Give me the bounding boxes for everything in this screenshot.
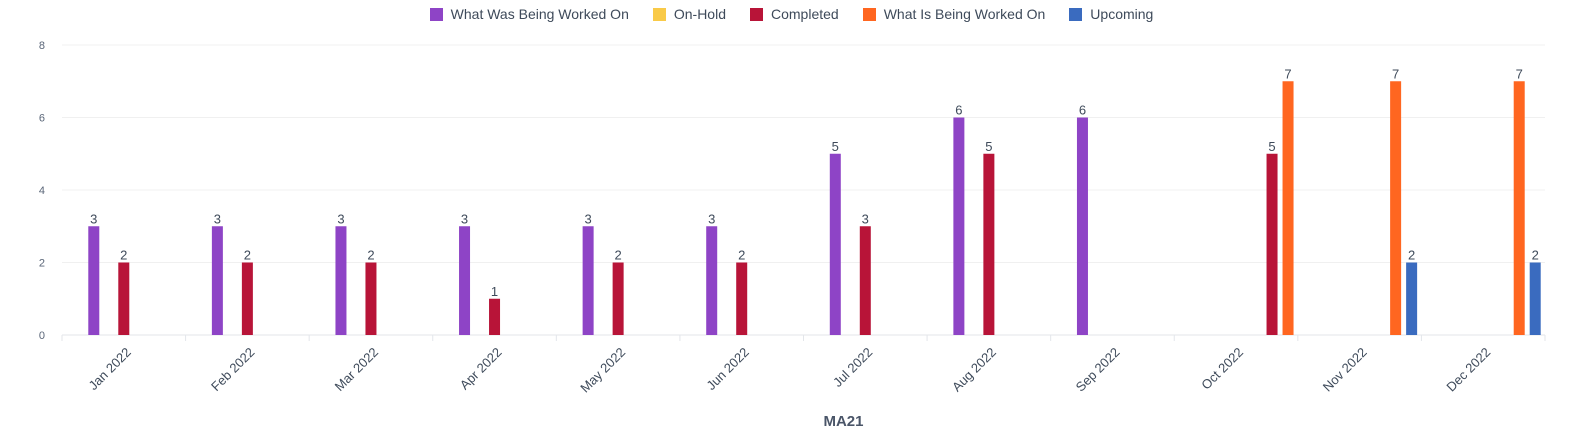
data-label: 6 [1079,103,1086,118]
chart-legend: What Was Being Worked On On-Hold Completed… [0,6,1583,22]
x-tick-label: May 2022 [577,345,628,396]
bar [241,262,253,335]
bar [582,226,594,335]
x-tick-label: Apr 2022 [457,345,505,393]
bar [612,262,624,335]
legend-item[interactable]: On-Hold [652,6,726,22]
data-label: 3 [214,211,221,226]
data-label: 2 [1408,248,1415,263]
bar [706,226,718,335]
data-label: 5 [985,139,992,154]
data-label: 5 [832,139,839,154]
bar [88,226,100,335]
bar [1266,153,1278,335]
data-label: 3 [585,211,592,226]
x-tick-label: Aug 2022 [949,345,999,395]
bar [1513,81,1525,335]
bar [211,226,223,335]
x-tick-label: Feb 2022 [208,345,257,394]
data-label: 2 [244,248,251,263]
legend-swatch [862,7,876,21]
x-tick-label: Nov 2022 [1320,345,1370,395]
bar [736,262,748,335]
data-label: 5 [1268,139,1275,154]
data-label: 6 [955,103,962,118]
bar [1406,262,1418,335]
legend-swatch [750,7,763,21]
x-tick-label: Oct 2022 [1198,345,1246,393]
data-label: 3 [90,211,97,226]
bar [1529,262,1541,335]
legend-swatch [652,7,666,21]
bar [489,298,501,335]
legend-swatch [1069,7,1083,21]
x-tick-label: Jul 2022 [830,345,875,390]
bar [365,262,377,335]
bar [1282,81,1294,335]
legend-label: Upcoming [1090,6,1154,22]
legend-item[interactable]: What Is Being Worked On [862,6,1046,22]
x-tick-label: Jun 2022 [703,345,751,393]
y-tick-label: 0 [39,330,45,342]
data-label: 3 [862,211,869,226]
data-label: 3 [708,211,715,226]
data-label: 3 [337,211,344,226]
y-tick-label: 6 [39,113,45,125]
legend-label: What Was Being Worked On [450,6,629,22]
data-label: 1 [491,284,498,299]
data-label: 7 [1284,66,1291,81]
legend-label: On-Hold [673,6,726,22]
data-label: 2 [120,248,127,263]
x-tick-label: Dec 2022 [1443,345,1493,395]
legend-label: What Is Being Worked On [883,6,1046,22]
legend-label: Completed [771,6,839,22]
bar [1390,81,1402,335]
bar [118,262,130,335]
legend-swatch [429,7,443,21]
data-label: 2 [1532,248,1539,263]
legend-item[interactable]: Upcoming [1069,6,1153,22]
x-tick-label: Mar 2022 [332,345,381,394]
data-label: 2 [367,248,374,263]
data-label: 7 [1392,66,1399,81]
bar [983,153,995,335]
bar [829,153,841,335]
data-label: 2 [738,248,745,263]
bar [953,117,965,335]
bar [335,226,347,335]
y-tick-label: 4 [39,185,45,197]
data-label: 7 [1516,66,1523,81]
x-axis-title: MA21 [823,413,863,430]
data-label: 2 [615,248,622,263]
bar [859,226,871,335]
y-tick-label: 8 [39,40,45,52]
bar [459,226,471,335]
x-tick-label: Sep 2022 [1073,345,1123,395]
x-tick-label: Jan 2022 [85,345,133,393]
legend-item[interactable]: What Was Being Worked On [429,6,629,22]
bar [1076,117,1088,335]
data-label: 3 [461,211,468,226]
y-tick-label: 2 [39,258,45,270]
legend-item[interactable]: Completed [750,6,839,22]
